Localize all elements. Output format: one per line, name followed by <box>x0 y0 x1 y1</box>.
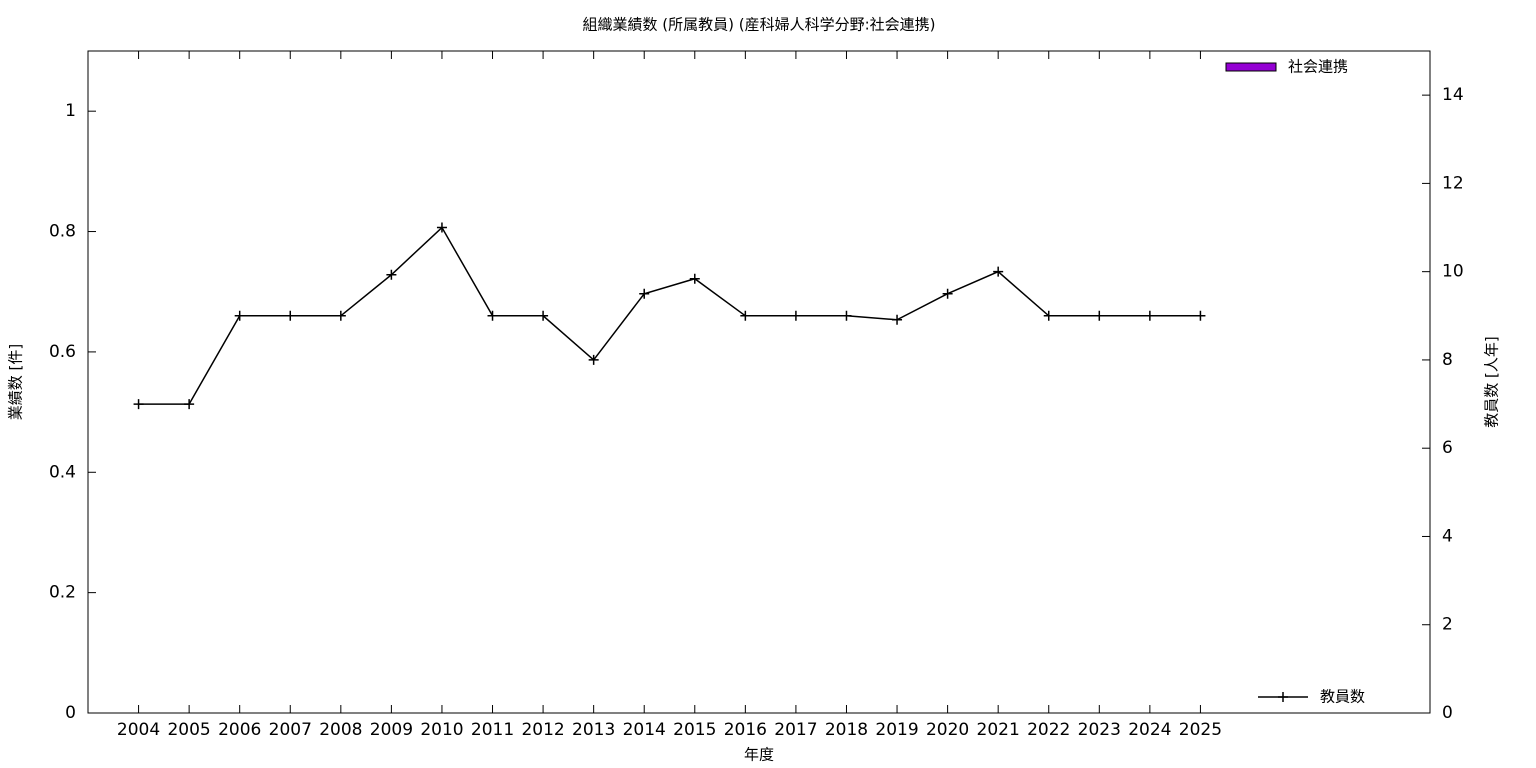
x-tick-label: 2025 <box>1179 720 1222 740</box>
x-tick-label: 2008 <box>319 720 362 740</box>
y-tick-label: 0.6 <box>49 342 76 362</box>
x-tick-label: 2013 <box>572 720 615 740</box>
point-marker <box>184 399 195 410</box>
x-tick-label: 2010 <box>420 720 463 740</box>
legend-swatch <box>1225 62 1277 72</box>
chart-title: 組織業績数 (所属教員) (産科婦人科学分野:社会連携) <box>582 16 935 34</box>
y2-tick-label: 0 <box>1442 703 1453 723</box>
point-marker <box>790 310 801 321</box>
point-marker <box>285 310 296 321</box>
x-tick-label: 2017 <box>774 720 817 740</box>
x-tick-label: 2023 <box>1078 720 1121 740</box>
point-marker <box>386 269 397 280</box>
point-marker <box>538 310 549 321</box>
y-tick-label: 0 <box>65 703 76 723</box>
point-marker <box>335 310 346 321</box>
legend-label: 社会連携 <box>1288 58 1348 76</box>
x-tick-label: 2022 <box>1027 720 1070 740</box>
y-tick-label: 0.2 <box>49 583 76 603</box>
point-marker <box>841 310 852 321</box>
point-marker <box>993 266 1004 277</box>
point-marker <box>639 288 650 299</box>
x-tick-label: 2006 <box>218 720 261 740</box>
y2-tick-label: 8 <box>1442 350 1453 370</box>
y2-tick-label: 2 <box>1442 615 1453 635</box>
y2-tick-label: 4 <box>1442 526 1453 546</box>
x-tick-label: 2009 <box>370 720 413 740</box>
y2-tick-label: 6 <box>1442 438 1453 458</box>
point-marker <box>892 314 903 325</box>
x-axis-label: 年度 <box>744 746 774 764</box>
legend-label: 教員数 <box>1320 688 1365 706</box>
x-tick-label: 2024 <box>1128 720 1171 740</box>
y2-tick-label: 10 <box>1442 262 1464 282</box>
y2-tick-label: 14 <box>1442 85 1464 105</box>
point-marker <box>487 310 498 321</box>
point-marker <box>942 288 953 299</box>
point-marker <box>436 222 447 233</box>
point-marker <box>588 354 599 365</box>
y-tick-label: 0.8 <box>49 222 76 242</box>
x-tick-label: 2018 <box>825 720 868 740</box>
x-tick-label: 2005 <box>167 720 210 740</box>
x-tick-label: 2019 <box>875 720 918 740</box>
line-series <box>138 226 1201 405</box>
legend-marker <box>1278 692 1288 702</box>
point-marker <box>1195 310 1206 321</box>
point-marker <box>1144 310 1155 321</box>
point-marker <box>1043 310 1054 321</box>
point-marker <box>133 399 144 410</box>
y-tick-label: 0.4 <box>49 462 76 482</box>
x-tick-label: 2015 <box>673 720 716 740</box>
x-tick-label: 2007 <box>269 720 312 740</box>
x-tick-label: 2016 <box>724 720 767 740</box>
y2-tick-label: 12 <box>1442 173 1464 193</box>
point-marker <box>740 310 751 321</box>
x-tick-label: 2014 <box>623 720 666 740</box>
x-tick-label: 2020 <box>926 720 969 740</box>
y-axis-label: 業績数 [件] <box>7 344 25 420</box>
plot-frame <box>87 50 1431 714</box>
y-tick-label: 1 <box>65 101 76 121</box>
x-tick-label: 2011 <box>471 720 514 740</box>
point-marker <box>234 310 245 321</box>
x-tick-label: 2021 <box>977 720 1020 740</box>
y2-axis-label: 教員数 [人年] <box>1483 336 1501 427</box>
point-marker <box>689 273 700 284</box>
point-marker <box>1094 310 1105 321</box>
x-tick-label: 2004 <box>117 720 160 740</box>
x-tick-label: 2012 <box>521 720 564 740</box>
